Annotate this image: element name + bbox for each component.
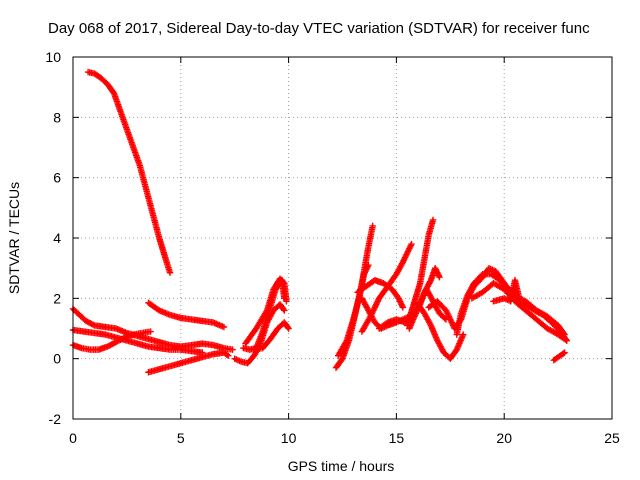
data-point <box>225 352 232 359</box>
data-point <box>147 328 154 335</box>
x-tick-label: 15 <box>389 430 405 446</box>
data-point <box>220 323 228 331</box>
data-point <box>285 325 292 332</box>
data-point <box>284 324 291 331</box>
series-track-6 <box>145 349 232 376</box>
series-track-5 <box>145 299 228 331</box>
y-tick-label: 8 <box>53 109 61 125</box>
data-point <box>281 307 288 314</box>
y-axis-label: SDTVAR / TECUs <box>6 182 22 294</box>
data-point <box>560 350 567 357</box>
axis-ticks: 0 5 10 15 20 25 -2 0 2 4 6 8 10 <box>45 49 620 446</box>
series-track-22 <box>468 280 570 344</box>
data-point <box>166 269 174 276</box>
data-point <box>460 331 467 338</box>
series-track-17 <box>403 216 437 329</box>
series-track-3 <box>69 326 206 356</box>
data-point <box>429 216 437 224</box>
y-tick-label: 2 <box>53 290 61 306</box>
data-point <box>560 330 567 337</box>
x-tick-label: 20 <box>496 430 512 446</box>
x-axis-label: GPS time / hours <box>288 458 395 474</box>
data-point <box>563 337 570 344</box>
data-point <box>561 331 568 338</box>
chart-title: Day 068 of 2017, Sidereal Day-to-day VTE… <box>48 20 590 37</box>
plot-frame <box>72 56 613 420</box>
y-tick-label: 4 <box>53 230 61 246</box>
series-track-11 <box>332 222 376 371</box>
series-track-10 <box>250 319 292 353</box>
data-point <box>283 298 290 305</box>
series-track-23 <box>490 277 568 338</box>
data-point <box>229 346 236 353</box>
series-track-4 <box>69 328 154 353</box>
data-point <box>408 240 415 248</box>
series-track-18 <box>406 286 450 332</box>
y-tick-label: 6 <box>53 170 61 186</box>
series-track-24 <box>550 349 568 364</box>
data-point <box>280 305 287 313</box>
x-tick-label: 25 <box>604 430 620 446</box>
data-point <box>478 272 485 279</box>
series-track-1 <box>84 68 174 276</box>
x-tick-label: 10 <box>281 430 297 446</box>
series-track-13 <box>354 277 407 311</box>
data-point <box>561 349 568 356</box>
data-point <box>369 222 376 230</box>
x-tick-label: 0 <box>69 430 77 446</box>
series-track-9 <box>242 275 290 347</box>
data-point <box>399 304 407 311</box>
data-points <box>69 68 570 376</box>
y-tick-label: 0 <box>53 351 61 367</box>
data-point <box>436 274 443 281</box>
grid <box>73 57 612 419</box>
y-tick-label: -2 <box>49 411 62 427</box>
x-tick-label: 5 <box>177 430 185 446</box>
data-point <box>365 261 372 269</box>
series-track-19 <box>414 301 467 362</box>
y-tick-label: 10 <box>45 49 61 65</box>
